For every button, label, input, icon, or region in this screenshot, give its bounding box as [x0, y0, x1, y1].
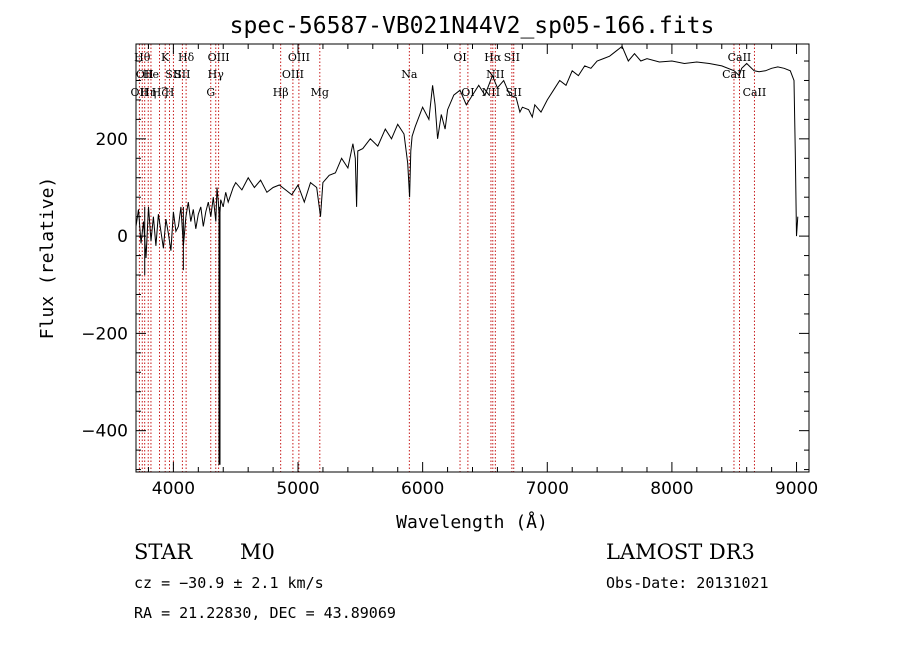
line-marker-label: NII	[482, 86, 500, 99]
line-marker-label: SII	[504, 51, 520, 64]
line-marker-label: OI	[453, 51, 466, 64]
line-marker-label: NII	[486, 68, 504, 81]
object-class: STAR	[134, 540, 193, 564]
line-marker-label: SII	[165, 68, 181, 81]
series-layer	[135, 45, 799, 465]
line-marker-label: G	[206, 86, 215, 99]
line-marker-label: CaII	[722, 68, 746, 81]
line-marker-label: H	[165, 86, 175, 99]
line-marker-label: OII	[136, 68, 154, 81]
line-marker-label: OIII	[208, 51, 230, 64]
axes-layer: 4000 5000 6000 7000 8000 9000 −400 −200 0 200	[81, 43, 818, 499]
y-axis-label: Flux (relative)	[37, 177, 58, 340]
spectrum-line	[135, 45, 799, 259]
obs-date-line: Obs-Date: 20131021	[606, 574, 769, 592]
x-tick-label: 6000	[401, 479, 444, 499]
line-marker-label: He	[143, 68, 159, 81]
y-tick-label: −400	[81, 422, 128, 442]
x-axis-label: Wavelength (Å)	[396, 511, 548, 533]
line-marker-label: CaII	[743, 86, 767, 99]
line-marker-label: K	[161, 51, 170, 64]
line-marker-label: Hα	[484, 51, 502, 64]
x-tick-label: 8000	[650, 479, 693, 499]
line-marker-label: Na	[401, 68, 418, 81]
x-tick-label: 7000	[526, 479, 569, 499]
plot-frame	[135, 43, 810, 473]
line-marker-label: OIII	[288, 51, 310, 64]
line-marker-label: Hδ	[178, 51, 195, 64]
line-marker-label: CaII	[728, 51, 752, 64]
line-marker-label: Hβ	[273, 86, 289, 99]
x-tick-label: 9000	[775, 479, 818, 499]
line-marker-label: SII	[506, 86, 522, 99]
line-marker-label: OI	[461, 86, 474, 99]
line-marker-label: Hγ	[208, 68, 225, 81]
y-tick-label: −200	[81, 324, 128, 344]
line-marker-label: Hζ	[152, 86, 168, 99]
line-marker-label: SII	[174, 68, 190, 81]
line-marker-label: Hη	[140, 86, 156, 99]
line-marker-label: Mg	[311, 86, 329, 99]
x-tick-label: 5000	[276, 479, 319, 499]
line-marker-label: OIII	[282, 68, 304, 81]
y-tick-label: 200	[96, 130, 128, 150]
coords-line: RA = 21.22830, DEC = 43.89069	[134, 604, 396, 622]
survey-name: LAMOST DR3	[606, 540, 755, 564]
redshift-line: cz = −30.9 ± 2.1 km/s	[134, 574, 324, 592]
y-tick-label: 0	[117, 227, 128, 247]
x-tick-label: 4000	[152, 479, 195, 499]
line-marker-layer: OIIHθOIIHηHeHζKHSIISIIHδGHγOIIIHβOIIIOII…	[131, 44, 767, 472]
object-subclass: M0	[240, 540, 275, 564]
chart-title: spec-56587-VB021N44V2_sp05-166.fits	[230, 13, 715, 39]
line-marker-label: OII	[131, 86, 149, 99]
